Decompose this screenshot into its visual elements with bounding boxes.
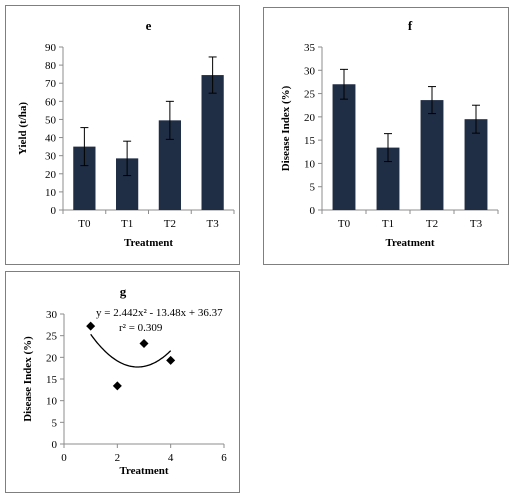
bar	[201, 75, 224, 210]
chart-panel-f: f 0 5 10 15 20 25 30 35 T0 T1 T2 T3 Treatment Disease …	[263, 7, 509, 265]
y-axis-label: Disease Index (%)	[22, 336, 34, 422]
x-tick-label: T3	[470, 218, 483, 230]
y-tick-label: 50	[45, 114, 57, 126]
chart-title: g	[120, 284, 127, 299]
y-tick-label: 10	[304, 158, 316, 170]
x-axis-label: Treatment	[385, 237, 434, 249]
y-tick-label: 20	[304, 112, 316, 124]
y-tick-label: 0	[310, 205, 316, 217]
y-tick-label: 25	[304, 89, 316, 101]
y-tick-label: 60	[45, 96, 57, 108]
y-tick-label: 0	[52, 439, 58, 451]
disease-index-scatter-chart: g 0 5 10 15 20 25 30 0 2 4 6 y = 2.442x² - 13.48x + …	[22, 284, 227, 477]
x-tick-label: 0	[61, 452, 67, 464]
x-tick-label: 6	[221, 452, 227, 464]
bar	[376, 147, 400, 210]
y-tick-label: 10	[46, 396, 58, 408]
y-tick-label: 30	[304, 65, 316, 77]
y-tick-label: 5	[310, 182, 316, 194]
y-tick-label: 90	[45, 42, 57, 54]
y-tick-label: 20	[46, 352, 58, 364]
bar	[116, 158, 139, 210]
y-tick-label: 30	[46, 309, 58, 321]
x-tick-label: T0	[78, 218, 91, 230]
y-tick-label: 15	[46, 374, 58, 386]
trendline	[90, 333, 172, 368]
yield-bar-chart: e 0 10 20 30 40 50 60 70 80 90 T0 T1 T2 T3 Treatment Yie…	[17, 18, 235, 249]
trendline-equation: y = 2.442x² - 13.48x + 36.37	[96, 307, 223, 319]
y-tick-label: 5	[52, 417, 58, 429]
x-axis-label: Treatment	[119, 465, 168, 477]
y-tick-label: 40	[45, 133, 57, 145]
bar	[158, 120, 181, 210]
x-axis-label: Treatment	[124, 237, 173, 249]
y-tick-label: 0	[51, 205, 57, 217]
x-tick-label: T3	[207, 218, 220, 230]
x-tick-label: T2	[164, 218, 176, 230]
y-tick-label: 30	[45, 151, 57, 163]
chart-title: e	[146, 18, 152, 33]
y-tick-label: 70	[45, 78, 57, 90]
data-point	[112, 381, 122, 391]
data-point	[166, 355, 176, 365]
chart-title: f	[408, 18, 413, 33]
bar	[73, 146, 96, 210]
bar	[420, 100, 444, 210]
x-tick-label: 4	[168, 452, 174, 464]
y-tick-label: 20	[45, 169, 57, 181]
y-tick-label: 35	[304, 42, 316, 54]
x-tick-label: T1	[121, 218, 133, 230]
data-point	[139, 338, 149, 348]
r-squared-label: r² = 0.309	[119, 322, 163, 334]
x-tick-label: 2	[115, 452, 121, 464]
chart-panel-e: e 0 10 20 30 40 50 60 70 80 90 T0 T1 T2 T3 Treatment Yie…	[5, 5, 240, 265]
disease-index-bar-chart: f 0 5 10 15 20 25 30 35 T0 T1 T2 T3 Treatment Disease …	[280, 18, 499, 249]
data-point	[86, 321, 96, 331]
y-tick-label: 10	[45, 187, 57, 199]
bar	[464, 119, 488, 210]
y-axis-label: Yield (t/ha)	[17, 102, 29, 155]
x-tick-label: T1	[382, 218, 394, 230]
y-axis-label: Disease Index (%)	[280, 85, 292, 171]
bar	[332, 84, 356, 210]
x-tick-label: T0	[338, 218, 351, 230]
y-tick-label: 15	[304, 135, 316, 147]
y-tick-label: 25	[46, 331, 58, 343]
x-tick-label: T2	[426, 218, 438, 230]
chart-panel-g: g 0 5 10 15 20 25 30 0 2 4 6 y = 2.442x² - 13.48x + …	[5, 271, 240, 493]
y-tick-label: 80	[45, 60, 57, 72]
